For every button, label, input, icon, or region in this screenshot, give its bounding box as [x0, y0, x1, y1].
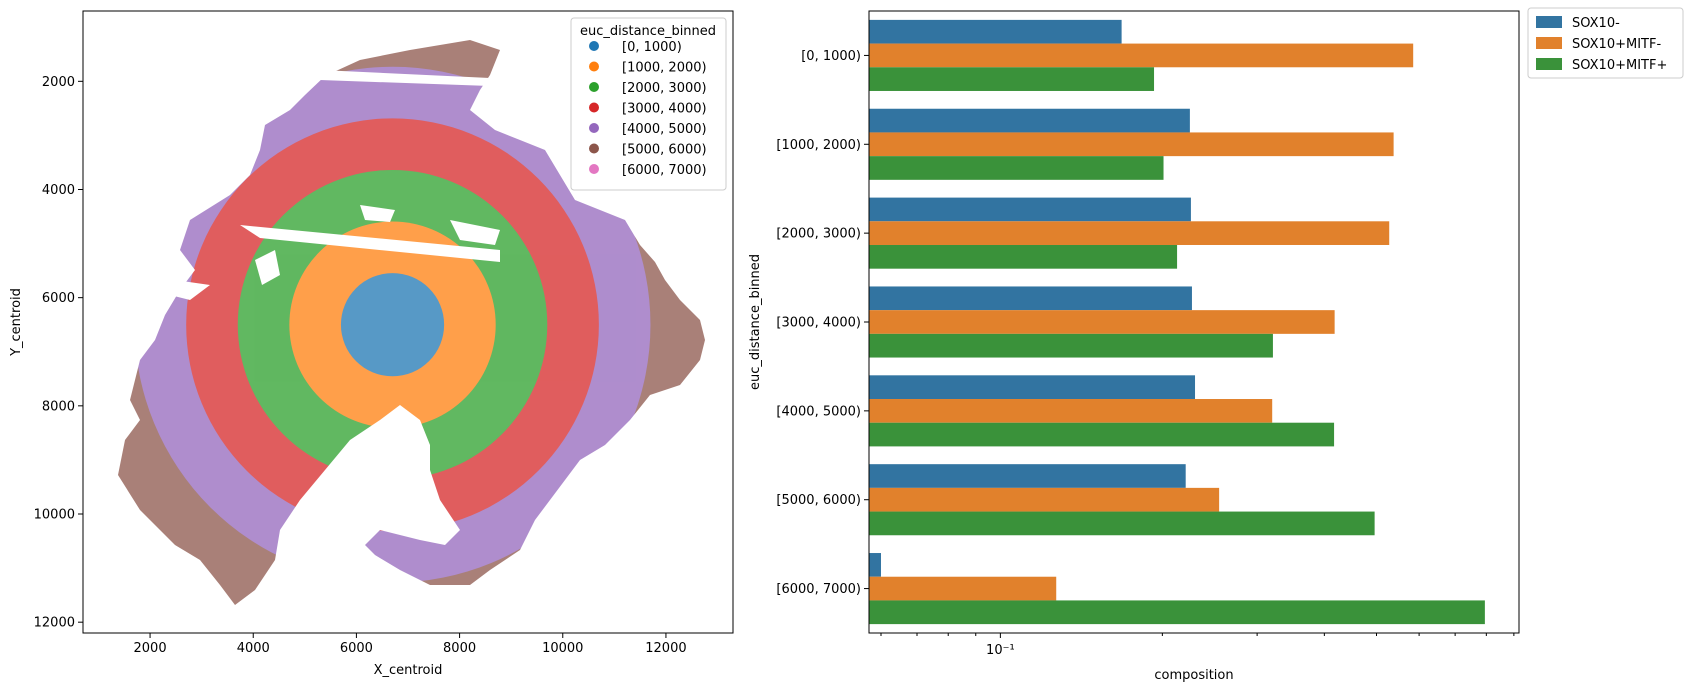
bar-y-tick-label: [1000, 2000): [776, 138, 861, 153]
bar: [869, 286, 1192, 311]
bar: [869, 43, 1414, 68]
bar-panel: [0, 1000) [1000, 2000) [2000, 3000) [3000, …: [748, 7, 1684, 683]
bars: [869, 19, 1485, 625]
scatter-x-tick-label: 12000: [645, 641, 686, 656]
scatter-x-tick-label: 10000: [542, 641, 583, 656]
bar: [869, 600, 1485, 625]
tissue-hole: [450, 220, 500, 245]
bar-y-tick-label: [4000, 5000): [776, 404, 861, 419]
scatter-legend-label: [2000, 3000): [622, 81, 707, 96]
bar: [869, 487, 1220, 512]
scatter-legend: euc_distance_binned [0, 1000) [1000, 2000…: [570, 17, 727, 191]
bar: [869, 197, 1191, 222]
tissue-tear: [240, 225, 500, 262]
scatter-legend-title: euc_distance_binned: [580, 24, 716, 39]
scatter-y-tick-label: 10000: [34, 508, 75, 523]
scatter-legend-label: [3000, 4000): [622, 102, 707, 117]
bin-0-1000-disc: [340, 273, 445, 377]
bar: [869, 422, 1335, 447]
bar-legend-swatch: [1536, 58, 1562, 70]
tissue-hole: [360, 205, 395, 222]
bar: [869, 221, 1390, 245]
scatter-legend-marker: [589, 102, 599, 113]
scatter-x-tick-label: 4000: [237, 641, 270, 656]
bar: [869, 132, 1394, 157]
bar: [869, 310, 1335, 334]
scatter-legend-label: [1000, 2000): [622, 61, 707, 76]
bar-legend-swatch: [1536, 16, 1562, 28]
scatter-x-tick-label: 6000: [340, 641, 373, 656]
bar-y-axis-label: euc_distance_binned: [748, 254, 763, 390]
scatter-y-ticks: 2000 4000 6000 8000 10000 12000: [34, 75, 83, 631]
bar: [869, 553, 881, 577]
scatter-y-tick-label: 8000: [42, 399, 75, 414]
scatter-x-tick-label: 2000: [134, 641, 167, 656]
scatter-legend-marker: [589, 143, 599, 154]
scatter-axes-frame: [82, 10, 734, 634]
bar-legend-label: SOX10+MITF-: [1572, 37, 1661, 52]
bar-y-tick-label: [6000, 7000): [776, 582, 861, 597]
bar-x-tick-label: 10⁻¹: [986, 643, 1015, 658]
bar-x-axis-label: composition: [1154, 668, 1233, 683]
scatter-x-ticks: 2000 4000 6000 8000 10000 12000: [134, 633, 687, 656]
scatter-legend-box: [570, 17, 727, 191]
scatter-y-tick-label: 2000: [42, 75, 75, 90]
bar: [869, 464, 1186, 488]
tissue-tear: [320, 70, 490, 86]
bar: [869, 576, 1057, 601]
scatter-y-tick-label: 12000: [34, 616, 75, 631]
bar-y-tick-label: [0, 1000): [801, 49, 861, 64]
scatter-y-tick-label: 6000: [42, 291, 75, 306]
bar: [869, 156, 1164, 180]
bar-legend-label: SOX10+MITF+: [1572, 58, 1667, 73]
bar-y-ticks: [0, 1000) [1000, 2000) [2000, 3000) [3000, …: [776, 49, 869, 597]
scatter-legend-label: [0, 1000): [622, 40, 682, 55]
scatter-legend-marker: [589, 41, 599, 51]
scatter-legend-marker: [589, 123, 599, 133]
tissue-hole: [255, 250, 280, 285]
bar: [869, 375, 1196, 400]
scatter-y-tick-label: 4000: [42, 183, 75, 198]
scatter-x-axis-label: X_centroid: [374, 663, 443, 678]
scatter-legend-marker: [589, 61, 599, 72]
bar-y-tick-label: [5000, 6000): [776, 493, 861, 508]
bar-legend: SOX10- SOX10+MITF- SOX10+MITF+: [1527, 7, 1684, 79]
bar: [869, 511, 1375, 536]
scatter-legend-label: [6000, 7000): [622, 163, 707, 178]
bar: [869, 108, 1190, 133]
bar-legend-box: [1527, 7, 1684, 79]
bar: [869, 244, 1178, 269]
bar-y-tick-label: [3000, 4000): [776, 316, 861, 331]
scatter-legend-label: [5000, 6000): [622, 143, 707, 158]
scatter-legend-label: [4000, 5000): [622, 122, 707, 137]
bar: [869, 399, 1273, 423]
scatter-x-tick-label: 8000: [443, 641, 476, 656]
scatter-y-axis-label: Y_centroid: [9, 288, 24, 357]
bar: [869, 333, 1273, 358]
bar: [869, 67, 1155, 91]
bar-x-ticks: 10⁻¹: [880, 633, 1515, 658]
bar-legend-label: SOX10-: [1572, 16, 1620, 31]
bar: [869, 19, 1122, 44]
bar-y-tick-label: [2000, 3000): [776, 227, 861, 242]
scatter-legend-marker: [589, 82, 599, 92]
bar-legend-swatch: [1536, 37, 1562, 49]
scatter-panel: 2000 4000 6000 8000 10000 12000 2000 4000 6000 8…: [9, 10, 734, 678]
scatter-legend-marker: [589, 164, 599, 174]
